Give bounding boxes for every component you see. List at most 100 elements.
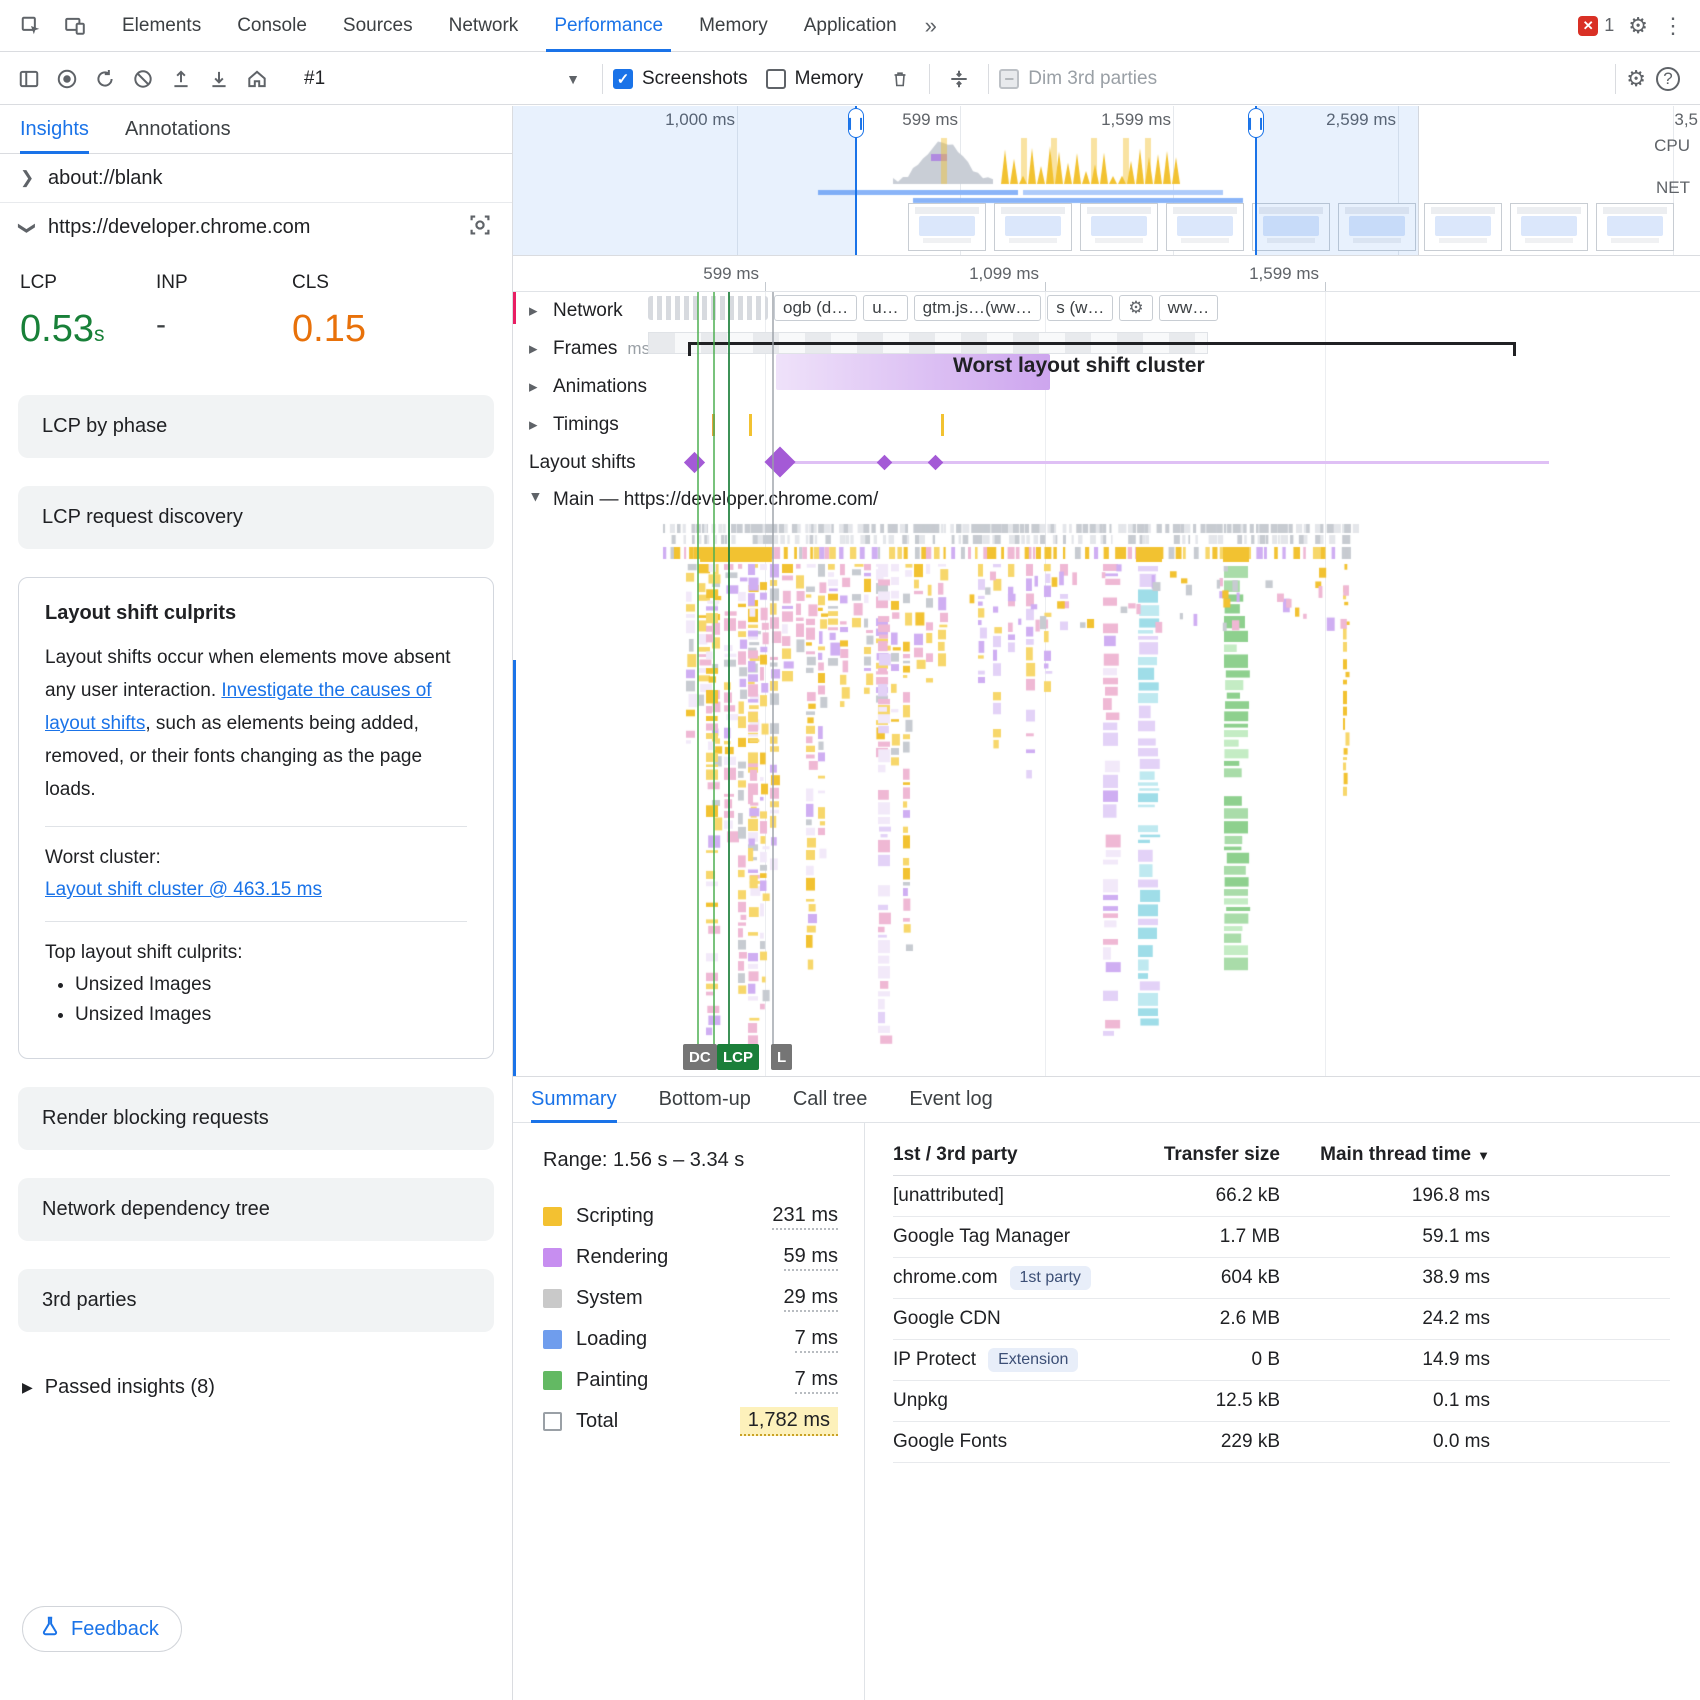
profile-history-select[interactable]: #1 ▼ [304,67,580,89]
reload-record-icon[interactable] [86,60,124,98]
toggle-sidebar-icon[interactable] [10,60,48,98]
network-request-chip[interactable]: ww… [1158,295,1219,321]
main-flame-chart[interactable] [648,520,1360,1048]
col-party-header[interactable]: 1st / 3rd party [893,1144,1018,1165]
track-network[interactable]: ▸ Network ogb (d… u… gtm.js…(ww… s (w… ⚙ … [513,292,1700,330]
filmstrip-thumbnail[interactable] [1338,203,1416,251]
collect-garbage-icon[interactable] [881,60,919,98]
network-request-chip[interactable]: s (w… [1047,295,1114,321]
tab-bottom-up[interactable]: Bottom-up [658,1088,751,1110]
gear-chip-icon[interactable]: ⚙ [1119,295,1153,321]
network-request-chip[interactable]: gtm.js…(ww… [913,295,1042,321]
filmstrip-thumbnail[interactable] [994,203,1072,251]
layout-shift-line [779,461,1549,464]
dcl-badge[interactable]: DC [683,1044,717,1070]
filmstrip-thumbnail[interactable] [1510,203,1588,251]
capture-settings-icon[interactable] [940,60,978,98]
record-icon[interactable] [48,60,86,98]
tab-memory[interactable]: Memory [699,14,768,36]
table-row[interactable]: Google Fonts 229 kB 0.0 ms [893,1422,1670,1463]
tab-insights[interactable]: Insights [20,106,89,154]
metric-inp[interactable]: INP - [156,272,188,341]
table-row[interactable]: Unpkg 12.5 kB 0.1 ms [893,1381,1670,1422]
tab-call-tree[interactable]: Call tree [792,1088,868,1110]
filmstrip-thumbnail[interactable] [908,203,986,251]
worst-cluster-label: Worst layout shift cluster [953,354,1205,377]
culprits-title: Layout shift culprits [45,602,237,624]
triangle-right-icon: ▶ [22,1379,33,1395]
insight-card-3rd-parties[interactable]: 3rd parties [18,1269,494,1332]
track-layout-shifts[interactable]: Layout shifts [529,452,636,473]
performance-toolbar: #1 ▼ ✓ Screenshots Memory – Dim 3rd part… [0,53,1700,105]
table-row[interactable]: chrome.com 1st party 604 kB 38.9 ms [893,1258,1670,1299]
kebab-menu-icon[interactable]: ⋮ [1662,12,1684,38]
home-icon[interactable] [238,60,276,98]
track-main-header[interactable]: ▸ Main — https://developer.chrome.com/ [527,489,879,510]
overview-tick: 599 ms [902,110,958,129]
filmstrip-thumbnail[interactable] [1080,203,1158,251]
tab-sources[interactable]: Sources [342,14,413,36]
metric-lcp[interactable]: LCP 0.53s [20,272,105,350]
top-culprits-label: Top layout shift culprits: [45,942,243,963]
filmstrip-thumbnail[interactable] [1166,203,1244,251]
tab-annotations[interactable]: Annotations [124,118,231,140]
load-badge[interactable]: L [771,1044,793,1070]
tab-performance[interactable]: Performance [536,0,681,52]
legend-row: Rendering 59 ms [543,1237,864,1278]
load-profile-icon[interactable] [162,60,200,98]
network-request-chip[interactable]: ogb (d… [774,295,858,321]
feedback-button[interactable]: Feedback [22,1606,182,1652]
overview-handle-right[interactable]: ❙❙ [1245,106,1266,255]
col-size-header[interactable]: Transfer size [1163,1144,1280,1165]
passed-insights-toggle[interactable]: ▶ Passed insights (8) [22,1376,215,1398]
investigate-link[interactable]: Investigate the causes of layout shifts [45,680,432,734]
filmstrip-thumbnail[interactable] [1596,203,1674,251]
table-row[interactable]: Google Tag Manager 1.7 MB 59.1 ms [893,1217,1670,1258]
tab-elements[interactable]: Elements [122,14,202,36]
table-row[interactable]: [unattributed] 66.2 kB 196.8 ms [893,1176,1670,1217]
overview-handle-left[interactable]: ❙❙ [845,106,866,255]
filmstrip-thumbnail[interactable] [1252,203,1330,251]
tab-console[interactable]: Console [237,14,307,36]
tab-summary[interactable]: Summary [531,1077,617,1123]
error-counter[interactable]: ✕ 1 [1578,15,1614,36]
dcl-marker-line [697,292,699,1052]
insight-card-layout-shift-culprits[interactable]: Layout shift culprits Layout shifts occu… [18,577,494,1059]
screenshot-area-icon[interactable] [468,213,492,243]
lcp-badge[interactable]: LCP [717,1044,759,1070]
legend-row: Scripting 231 ms [543,1196,864,1237]
tab-network[interactable]: Network [448,14,519,36]
clear-icon[interactable] [124,60,162,98]
save-profile-icon[interactable] [200,60,238,98]
insight-card-lcp-request-discovery[interactable]: LCP request discovery [18,486,494,549]
memory-checkbox[interactable] [765,68,786,89]
table-row[interactable]: IP Protect Extension 0 B 14.9 ms [893,1340,1670,1381]
insight-card-network-dependency-tree[interactable]: Network dependency tree [18,1178,494,1241]
device-toolbar-icon[interactable] [56,7,94,45]
col-time-header[interactable]: Main thread time ▼ [1320,1144,1490,1165]
metric-cls[interactable]: CLS 0.15 [292,272,366,350]
insight-card-lcp-by-phase[interactable]: LCP by phase [18,395,494,458]
filmstrip-thumbnail[interactable] [1424,203,1502,251]
tab-event-log[interactable]: Event log [909,1088,993,1110]
more-tabs-icon[interactable]: » [924,12,937,38]
inspect-element-icon[interactable] [12,7,50,45]
worst-cluster-link[interactable]: Layout shift cluster @ 463.15 ms [45,879,322,900]
timeline-overview[interactable]: 1,000 ms 599 ms 1,599 ms 2,599 ms 3,5 ❙❙… [513,106,1700,256]
network-request-chip[interactable]: u… [863,295,908,321]
screenshots-checkbox[interactable]: ✓ [613,68,633,89]
track-animations[interactable]: ▸ Animations [529,376,647,397]
origin-row-main[interactable]: ❯ https://developer.chrome.com [0,203,512,252]
timeline-tracks[interactable]: ▸ Network ogb (d… u… gtm.js…(ww… s (w… ⚙ … [513,292,1700,1076]
dim-3rd-parties-checkbox[interactable]: – [999,68,1020,89]
panel-settings-gear-icon[interactable]: ⚙ [1626,65,1646,91]
worst-cluster-range-bar[interactable] [776,354,1050,390]
track-timings[interactable]: ▸ Timings [529,414,619,435]
help-icon[interactable]: ? [1656,66,1680,91]
table-row[interactable]: Google CDN 2.6 MB 24.2 ms [893,1299,1670,1340]
settings-gear-icon[interactable]: ⚙ [1628,12,1648,38]
tab-application[interactable]: Application [803,14,897,36]
origin-row-blank[interactable]: ❯ about://blank [0,154,512,203]
insight-card-render-blocking[interactable]: Render blocking requests [18,1087,494,1150]
timing-marker [941,414,944,436]
